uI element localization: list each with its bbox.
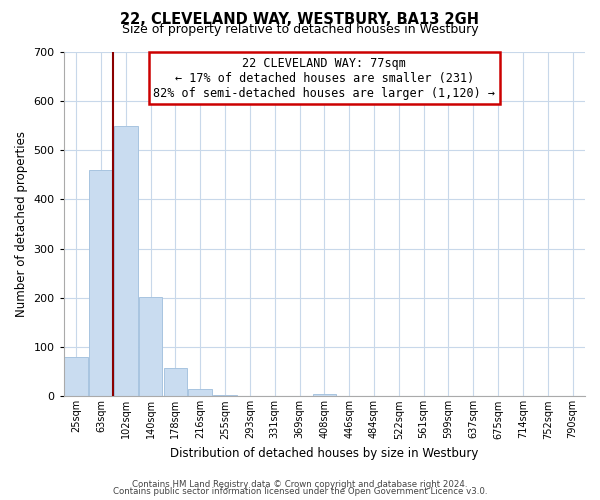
Text: Contains public sector information licensed under the Open Government Licence v3: Contains public sector information licen…: [113, 488, 487, 496]
X-axis label: Distribution of detached houses by size in Westbury: Distribution of detached houses by size …: [170, 447, 479, 460]
Text: Size of property relative to detached houses in Westbury: Size of property relative to detached ho…: [122, 22, 478, 36]
Y-axis label: Number of detached properties: Number of detached properties: [15, 131, 28, 317]
Bar: [89, 170, 113, 396]
Bar: [114, 126, 137, 396]
Text: Contains HM Land Registry data © Crown copyright and database right 2024.: Contains HM Land Registry data © Crown c…: [132, 480, 468, 489]
Bar: [213, 395, 237, 396]
Bar: [313, 394, 336, 396]
Bar: [188, 390, 212, 396]
Bar: [64, 357, 88, 397]
Text: 22, CLEVELAND WAY, WESTBURY, BA13 2GH: 22, CLEVELAND WAY, WESTBURY, BA13 2GH: [121, 12, 479, 28]
Bar: [164, 368, 187, 396]
Text: 22 CLEVELAND WAY: 77sqm
← 17% of detached houses are smaller (231)
82% of semi-d: 22 CLEVELAND WAY: 77sqm ← 17% of detache…: [154, 56, 496, 100]
Bar: [139, 297, 163, 396]
